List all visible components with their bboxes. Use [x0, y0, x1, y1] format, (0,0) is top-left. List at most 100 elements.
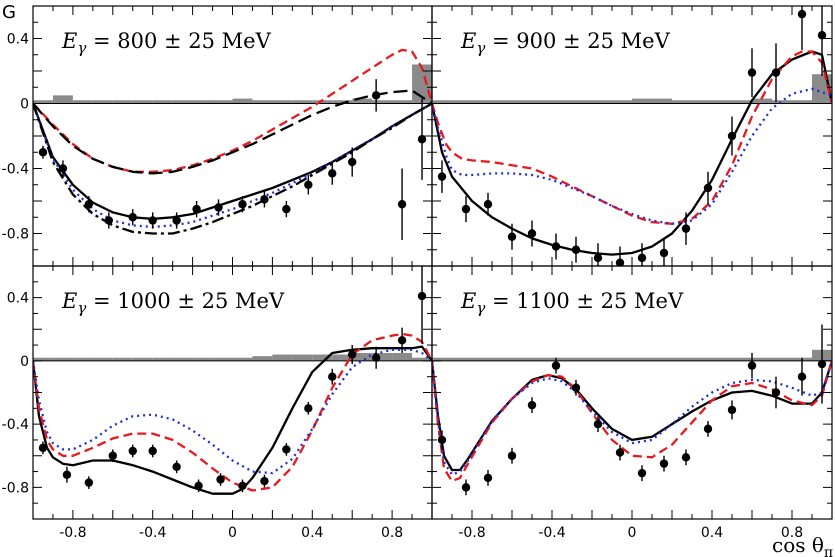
data-point [527, 400, 537, 410]
data-point [593, 419, 603, 429]
systematic-bar [212, 100, 233, 104]
figure-letter: G [2, 2, 16, 23]
panel-2: Eγ = 900 ± 25 MeV [431, 5, 833, 267]
data-point [84, 478, 94, 487]
systematic-bar [512, 100, 532, 104]
panel-title: Eγ = 1000 ± 25 MeV [61, 289, 285, 317]
systematic-bar [432, 357, 452, 361]
systematic-bar [292, 354, 313, 361]
systematic-bar [332, 100, 353, 104]
systematic-bar [792, 100, 812, 104]
panels: -0.8 -0.4 0 0.4 Eγ = 800 ± 25 MeV Eγ = 900 ± … [2, 5, 833, 541]
panel-title: Eγ = 1100 ± 25 MeV [460, 289, 684, 317]
data-point [172, 462, 181, 472]
data-point [417, 135, 427, 144]
systematic-bar [692, 100, 712, 104]
systematic-bar [52, 95, 73, 104]
systematic-bar [692, 357, 712, 361]
data-point [817, 359, 827, 369]
systematic-bar [112, 100, 133, 104]
systematic-bar [392, 100, 413, 104]
y-tick-label: 0 [20, 354, 29, 370]
systematic-bar [33, 100, 53, 104]
systematic-bar [532, 100, 552, 104]
systematic-bar [192, 100, 213, 104]
data-point [797, 372, 807, 381]
y-tick-label: 0 [20, 97, 29, 113]
systematic-bar [572, 100, 592, 104]
systematic-bar [632, 98, 652, 104]
systematic-bar [552, 100, 572, 104]
data-point [38, 443, 48, 453]
systematic-bar [772, 100, 792, 104]
data-point [108, 451, 118, 460]
data-point [461, 204, 471, 214]
systematic-bar [152, 357, 173, 361]
systematic-bar [472, 100, 492, 104]
panel-title-subscript: γ [77, 299, 86, 317]
y-tick-label: 0.4 [7, 32, 29, 48]
systematic-bar [752, 357, 772, 361]
systematic-bar [472, 357, 492, 361]
systematic-bar [272, 100, 293, 104]
systematic-bar [772, 357, 792, 361]
data-point [371, 91, 381, 100]
panel-title-value: = 1000 ± 25 MeV [86, 289, 285, 313]
x-tick-label: -0.4 [538, 525, 565, 541]
curve-red-dashed [432, 360, 832, 483]
data-point [817, 31, 827, 40]
systematic-bar [492, 357, 512, 361]
data-point [727, 405, 737, 415]
systematic-bar [312, 354, 333, 361]
data-point [507, 232, 517, 241]
panel-title-value: = 1100 ± 25 MeV [485, 289, 684, 313]
data-point [483, 200, 493, 209]
systematic-bar [452, 357, 472, 361]
data-point [282, 204, 291, 214]
systematic-bar [232, 98, 253, 104]
data-point [104, 216, 114, 225]
panel-title: Eγ = 800 ± 25 MeV [61, 29, 272, 57]
systematic-bar [352, 352, 373, 361]
data-point [371, 353, 381, 362]
systematic-bar [212, 357, 233, 361]
panel-3: -0.8 -0.4 0 0.4 0.8 -0.8 -0.4 0 0.4 Eγ = 1000 ± 2… [2, 265, 433, 541]
x-tick-label: 0 [628, 525, 637, 541]
panel-title: Eγ = 900 ± 25 MeV [460, 29, 671, 57]
y-tick-label: -0.4 [2, 162, 29, 178]
data-point [397, 336, 407, 345]
data-point [461, 483, 471, 492]
data-point [615, 258, 625, 266]
y-tick-label: -0.8 [2, 227, 29, 243]
data-point [148, 216, 157, 225]
y-tick-label: 0.4 [7, 291, 29, 307]
data-point [703, 183, 713, 193]
systematic-bar [372, 100, 393, 104]
panel-title-symbol: E [61, 29, 77, 53]
y-tick-label: -0.8 [2, 480, 29, 496]
data-point [128, 213, 137, 222]
systematic-bar [452, 100, 472, 104]
systematic-bar [572, 357, 592, 361]
systematic-bar [92, 100, 113, 104]
x-tick-label: -0.8 [458, 525, 485, 541]
systematic-bar [592, 357, 612, 361]
curve-red-dashed [33, 332, 432, 492]
curve-black-solid [432, 360, 832, 472]
systematic-bar [612, 357, 632, 361]
systematic-bar [432, 100, 452, 104]
systematic-bar [152, 100, 173, 104]
data-point [348, 157, 357, 167]
systematic-bar [712, 357, 732, 361]
data-point [659, 459, 669, 468]
data-point [128, 446, 137, 456]
systematic-bar [532, 357, 552, 361]
data-point [681, 224, 691, 233]
data-point [571, 383, 581, 392]
curve-black-solid [33, 102, 432, 221]
data-point [397, 200, 407, 209]
systematic-bar [252, 100, 273, 104]
curve-black-solid [432, 50, 832, 256]
curve-blue-dotted [33, 348, 432, 475]
x-tick-label: -0.4 [139, 525, 166, 541]
